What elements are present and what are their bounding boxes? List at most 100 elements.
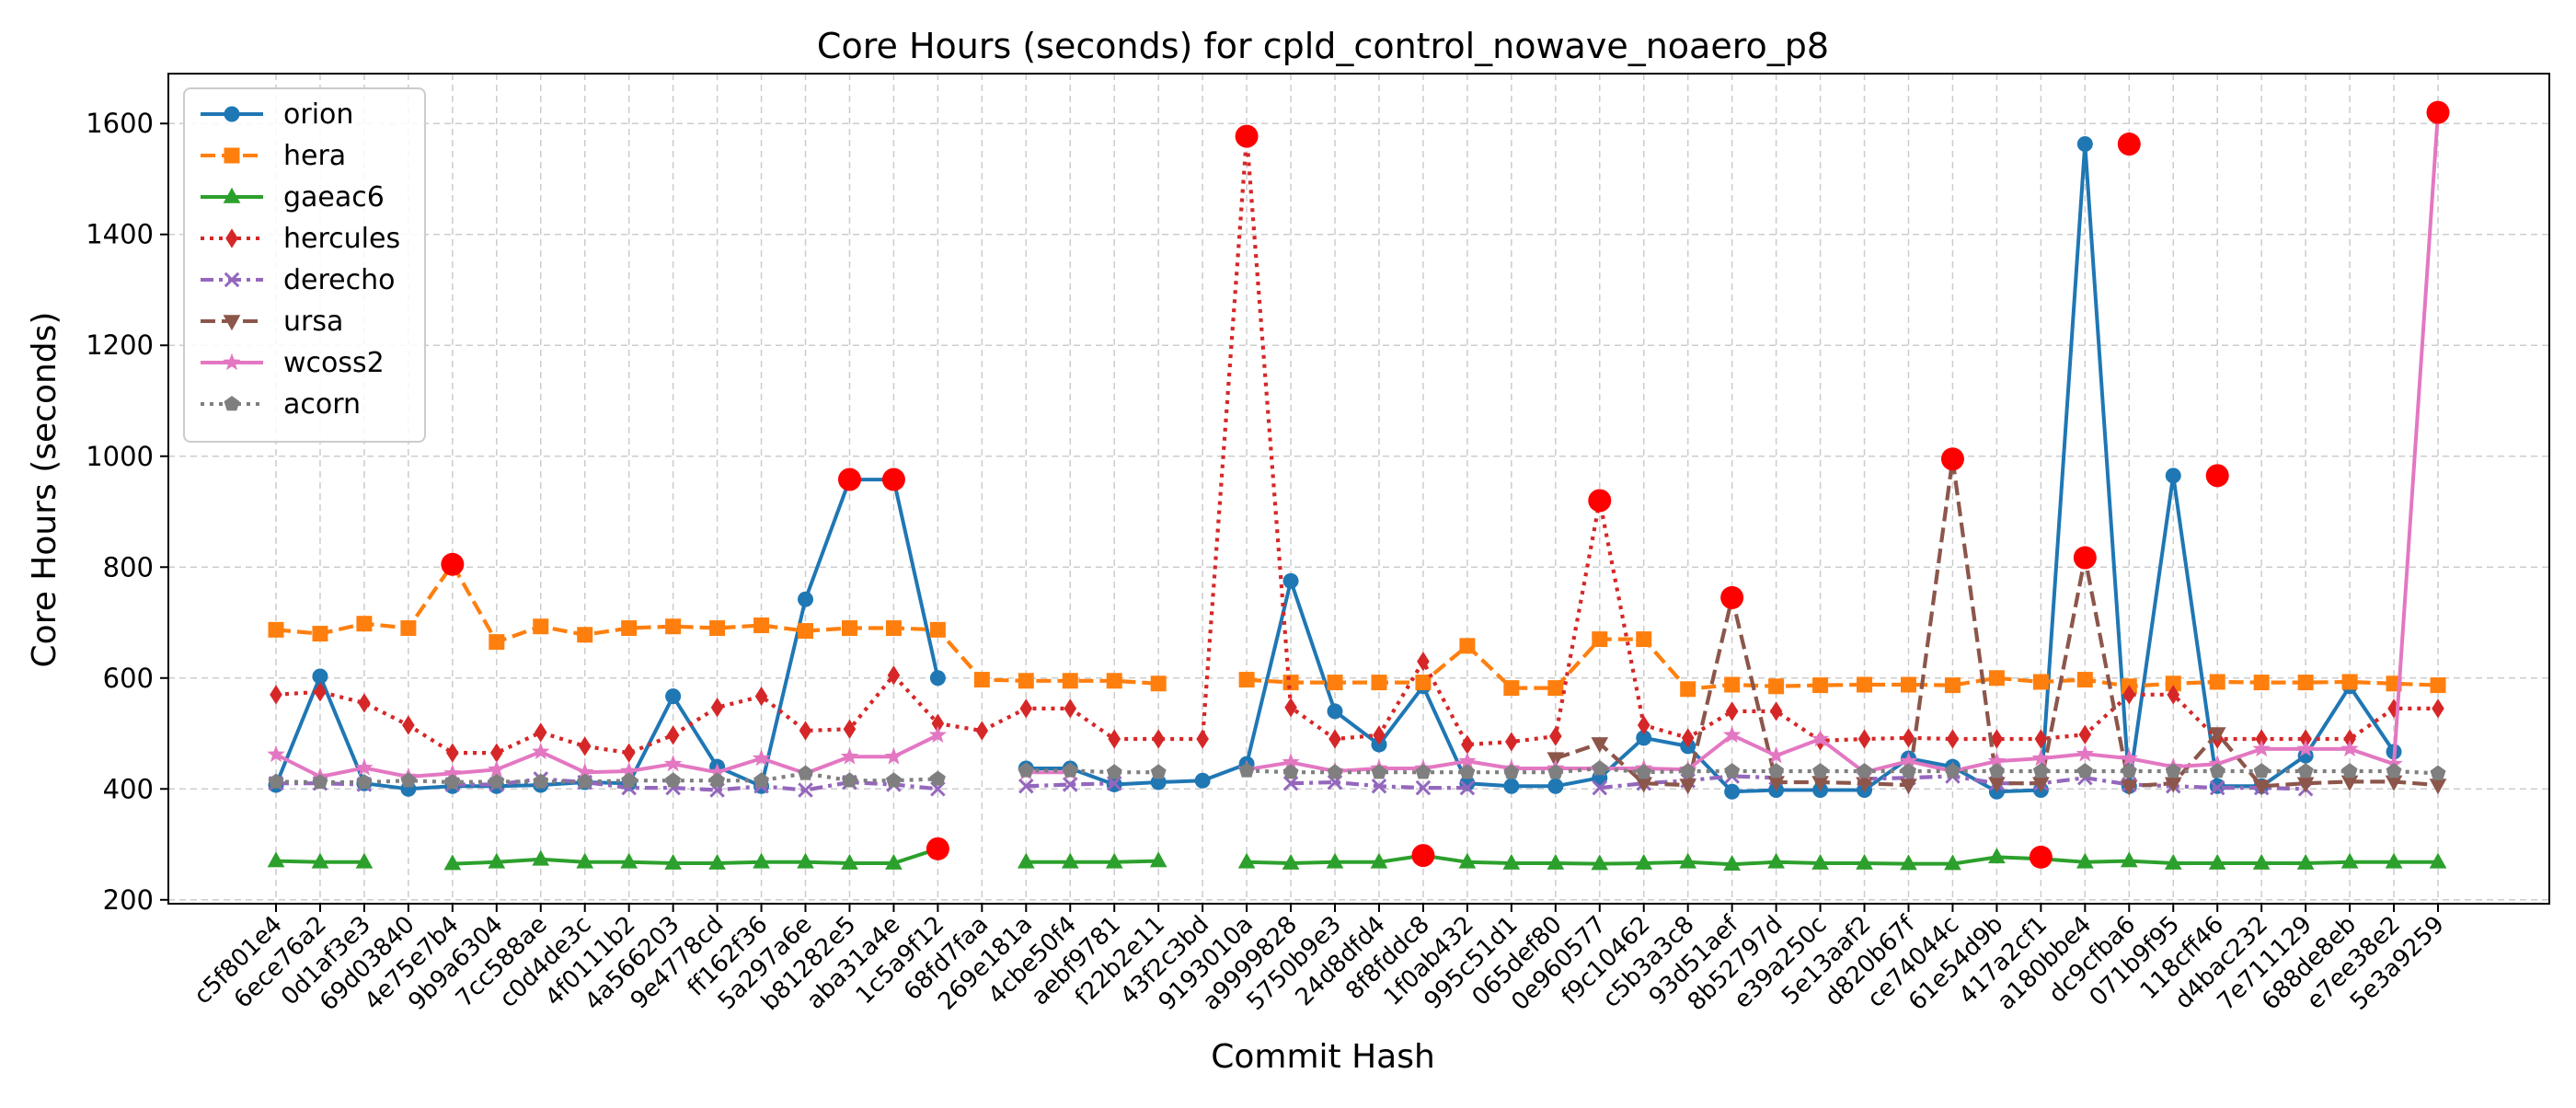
data-point-acorn <box>1018 762 1034 778</box>
data-point-gaeac6 <box>2208 853 2226 870</box>
data-point-hera <box>2209 674 2225 690</box>
data-point-hera <box>1327 675 1343 691</box>
data-point-hercules <box>1637 715 1650 735</box>
data-point-acorn <box>709 772 726 788</box>
data-point-acorn <box>533 773 549 789</box>
data-point-hera <box>356 616 373 632</box>
data-point-gaeac6 <box>1061 852 1079 869</box>
data-point-derecho <box>2209 779 2225 796</box>
data-point-hera <box>268 621 284 638</box>
data-point-wcoss2 <box>443 764 462 781</box>
data-point-orion <box>1194 772 1211 789</box>
data-point-gaeac6 <box>1811 853 1829 870</box>
data-point-acorn <box>753 772 770 788</box>
data-point-hercules <box>534 722 547 743</box>
data-point-wcoss2 <box>2120 748 2138 767</box>
data-point-gaeac6 <box>2296 853 2315 870</box>
data-point-gaeac6 <box>2429 852 2447 869</box>
data-point-acorn <box>2121 763 2137 779</box>
data-point-acorn <box>312 774 328 790</box>
series-hera <box>268 556 2446 698</box>
data-point-hera <box>2341 674 2358 690</box>
data-point-wcoss2 <box>2252 739 2271 757</box>
data-point-ursa <box>1811 776 1829 792</box>
data-point-acorn <box>2209 763 2225 779</box>
legend-marker <box>223 315 241 331</box>
data-point-derecho <box>1415 779 1432 796</box>
data-point-wcoss2 <box>355 758 374 776</box>
data-point-gaeac6 <box>1944 854 1961 871</box>
data-point-hera <box>929 621 946 638</box>
data-point-gaeac6 <box>1988 848 2006 864</box>
plot-area-frame <box>167 73 2550 905</box>
data-point-gaeac6 <box>488 852 506 869</box>
legend-label: wcoss2 <box>283 347 385 379</box>
data-point-hera <box>1944 677 1961 694</box>
data-point-hercules <box>270 685 282 705</box>
data-point-wcoss2 <box>2340 739 2359 757</box>
highlight-point <box>441 552 465 576</box>
legend-item-orion: orion <box>201 98 353 131</box>
data-point-hera <box>885 620 902 637</box>
data-point-orion <box>1547 778 1564 794</box>
data-point-hera <box>665 618 682 635</box>
data-point-acorn <box>1547 764 1564 779</box>
data-point-derecho <box>1459 779 1476 796</box>
data-point-hera <box>1415 675 1432 691</box>
data-point-gaeac6 <box>1326 852 1344 869</box>
data-point-hera <box>1547 680 1564 697</box>
data-point-hercules <box>1417 652 1430 672</box>
legend-marker <box>223 187 241 203</box>
legend-item-acorn: acorn <box>201 388 361 421</box>
data-point-ursa <box>2385 775 2403 791</box>
data-point-ursa <box>2296 777 2315 793</box>
highlight-point <box>881 467 905 491</box>
data-point-ursa <box>2252 779 2271 796</box>
data-point-gaeac6 <box>1017 852 1035 869</box>
data-point-acorn <box>1901 763 1916 779</box>
data-point-hera <box>1680 681 1696 698</box>
data-point-derecho <box>1062 777 1078 792</box>
data-point-acorn <box>1371 764 1387 779</box>
data-point-derecho <box>798 782 813 798</box>
highlight-point <box>1588 489 1612 513</box>
data-point-wcoss2 <box>707 762 727 780</box>
data-point-gaeac6 <box>753 852 770 869</box>
data-point-ursa <box>2120 779 2138 796</box>
data-point-acorn <box>444 774 461 790</box>
data-point-hera <box>753 617 770 634</box>
y-tick-label: 600 <box>103 663 154 694</box>
data-point-gaeac6 <box>797 852 814 869</box>
data-point-acorn <box>2165 763 2181 779</box>
data-point-hercules <box>622 743 636 763</box>
data-point-hercules <box>1373 725 1386 745</box>
data-point-hera <box>2165 675 2181 692</box>
data-point-gaeac6 <box>576 852 594 869</box>
data-point-wcoss2 <box>1458 751 1477 769</box>
data-point-acorn <box>885 772 902 788</box>
data-point-wcoss2 <box>1722 725 1742 744</box>
data-point-ursa <box>2164 777 2182 793</box>
legend-label: acorn <box>283 388 361 421</box>
data-point-acorn <box>1680 763 1696 779</box>
data-point-ursa <box>1900 779 1917 795</box>
data-point-hera <box>577 627 593 643</box>
data-point-hercules <box>2078 724 2092 744</box>
data-point-acorn <box>1459 764 1476 779</box>
data-point-ursa <box>2208 727 2226 744</box>
legend-marker <box>225 228 238 248</box>
data-point-gaeac6 <box>1679 852 1697 869</box>
data-point-hera <box>533 618 549 635</box>
data-point-hercules <box>1064 698 1077 719</box>
data-point-acorn <box>1415 764 1432 779</box>
data-point-orion <box>929 670 946 687</box>
series-line-derecho <box>452 777 938 792</box>
series-line-wcoss2 <box>1246 112 2440 775</box>
data-point-gaeac6 <box>355 852 374 869</box>
data-point-ursa <box>2340 775 2359 791</box>
highlight-point <box>2426 100 2450 124</box>
data-point-orion <box>312 668 328 685</box>
data-point-derecho <box>1018 778 1034 794</box>
data-point-gaeac6 <box>1547 853 1565 870</box>
